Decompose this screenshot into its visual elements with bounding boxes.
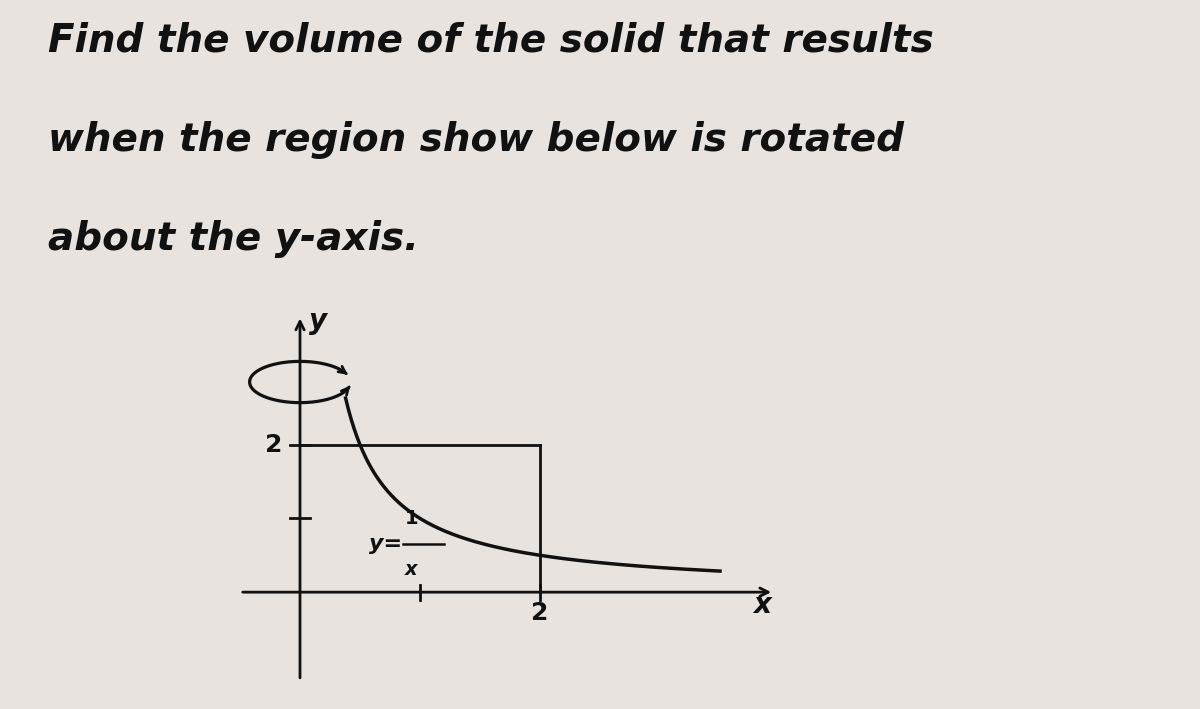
Text: x: x <box>404 560 418 579</box>
Text: 1: 1 <box>404 509 418 528</box>
Text: Find the volume of the solid that results: Find the volume of the solid that result… <box>48 21 934 60</box>
Text: about the y-axis.: about the y-axis. <box>48 220 419 258</box>
Text: x: x <box>754 591 770 620</box>
Text: y: y <box>308 307 328 335</box>
Text: y=: y= <box>368 534 402 554</box>
Text: when the region show below is rotated: when the region show below is rotated <box>48 121 904 159</box>
Text: 2: 2 <box>532 601 548 625</box>
Text: 2: 2 <box>265 432 282 457</box>
